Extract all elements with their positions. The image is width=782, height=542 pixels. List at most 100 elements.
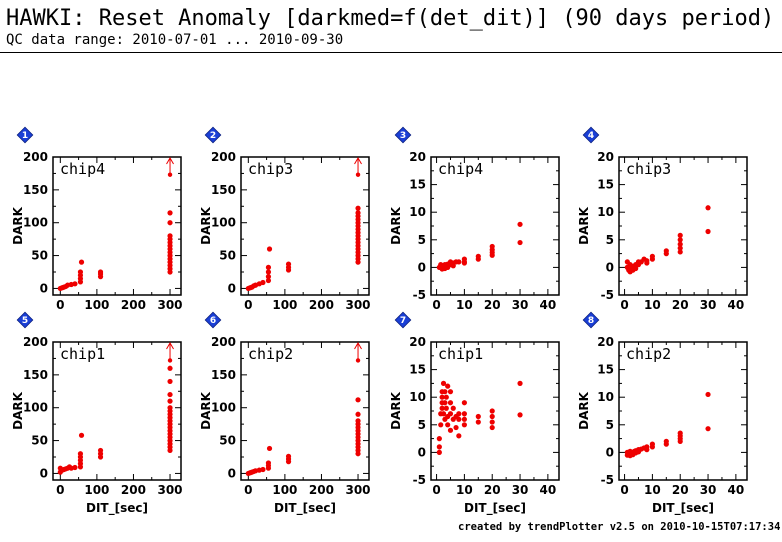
y-tick-label: 10 <box>409 390 426 404</box>
panel-badge-icon <box>204 311 222 329</box>
y-axis-title: DARK <box>199 391 213 429</box>
data-point <box>438 422 444 428</box>
data-point <box>355 397 361 403</box>
y-tick-label: 20 <box>409 335 426 349</box>
data-point <box>265 277 272 284</box>
panel-badge-icon <box>582 311 600 329</box>
panel-chip-label: chip3 <box>248 160 293 178</box>
panel-badge-number: 2 <box>210 131 216 141</box>
data-point <box>355 210 361 216</box>
data-point <box>453 424 459 431</box>
data-point <box>447 389 454 395</box>
y-tick-label: 5 <box>606 233 614 247</box>
y-tick-label: 5 <box>606 418 614 432</box>
x-tick-label: 300 <box>157 483 182 497</box>
y-tick-label: 50 <box>31 249 48 263</box>
data-point <box>440 380 447 386</box>
plot-panel-5: 0 100 200 300 0 50 100 150 200 DARK DIT_[sec] chip1… <box>11 311 183 516</box>
data-point <box>445 383 451 389</box>
panel-badge-number: 5 <box>22 316 28 326</box>
x-tick-label: 0 <box>432 298 440 312</box>
data-point <box>266 445 273 452</box>
data-point <box>489 243 495 250</box>
data-point <box>456 411 462 417</box>
data-point <box>167 210 173 216</box>
data-point <box>72 464 78 471</box>
data-point <box>355 411 361 417</box>
y-tick-label: 50 <box>31 434 48 448</box>
y-tick-label: 5 <box>418 233 426 247</box>
data-point <box>663 248 669 254</box>
y-tick-label: 0 <box>418 260 426 274</box>
x-tick-label: 0 <box>620 483 628 497</box>
data-point <box>167 365 173 371</box>
data-point <box>443 405 449 411</box>
panel-badge-number: 4 <box>588 131 594 141</box>
y-tick-label: 15 <box>597 178 614 192</box>
data-point <box>450 405 456 411</box>
data-point <box>78 432 85 438</box>
plot-frame <box>240 156 370 296</box>
outlier-point <box>167 358 173 363</box>
data-point <box>167 220 173 226</box>
y-axis-title: DARK <box>577 206 591 244</box>
y-tick-label: -5 <box>413 473 426 487</box>
plot-panel-7: 0 10 20 30 40 -5 0 5 10 15 20 DARK DIT_[sec] chip1 7 <box>389 311 560 516</box>
x-tick-label: 100 <box>272 483 297 497</box>
x-tick-label: 40 <box>728 298 745 312</box>
data-point <box>442 389 448 395</box>
data-point <box>260 466 266 473</box>
y-tick-label: 20 <box>597 150 614 164</box>
panel-badge-number: 3 <box>400 131 406 141</box>
data-point <box>677 241 683 247</box>
panel-chip-label: chip1 <box>438 345 483 363</box>
data-point <box>461 422 467 428</box>
x-axis-title: DIT_[sec] <box>86 501 148 516</box>
qc-date-range: QC data range: 2010-07-01 ... 2010-09-30 <box>6 32 344 48</box>
y-tick-label: 0 <box>606 260 614 274</box>
data-point <box>517 239 523 246</box>
data-point <box>489 413 495 420</box>
data-point <box>77 269 84 275</box>
plot-panel-4: 0 10 20 30 40 -5 0 5 10 15 20 DARK chip3 4 <box>577 126 748 312</box>
page-title: HAWKI: Reset Anomaly [darkmed=f(det_dit)… <box>6 6 775 31</box>
panel-badge-icon <box>204 126 222 144</box>
y-tick-label: 0 <box>418 445 426 459</box>
data-point <box>489 419 495 425</box>
x-tick-label: 200 <box>309 483 334 497</box>
y-axis-title: DARK <box>11 206 25 244</box>
y-tick-label: 150 <box>211 368 236 382</box>
y-tick-label: -5 <box>601 473 614 487</box>
y-tick-label: 15 <box>597 363 614 377</box>
data-point <box>677 430 683 436</box>
plot-panel-6: 0 100 200 300 0 50 100 150 200 DARK DIT_[sec] chip2… <box>199 311 371 516</box>
x-tick-label: 40 <box>728 483 745 497</box>
outlier-arrow-head <box>166 342 174 350</box>
data-point <box>266 246 273 252</box>
x-tick-label: 0 <box>432 483 440 497</box>
data-point <box>167 391 173 398</box>
y-tick-label: 5 <box>418 418 426 432</box>
panel-chip-label: chip2 <box>626 345 671 363</box>
y-tick-label: 15 <box>409 178 426 192</box>
data-point <box>677 249 683 255</box>
panel-badge-number: 7 <box>400 316 406 326</box>
data-point <box>489 424 495 431</box>
data-point <box>475 413 481 420</box>
data-point <box>447 400 454 406</box>
data-point <box>265 274 272 280</box>
data-point <box>439 405 445 411</box>
plot-panel-3: 0 10 20 30 40 -5 0 5 10 15 20 DARK chip4 3 <box>389 126 560 312</box>
data-point <box>489 408 495 414</box>
data-point <box>167 398 173 404</box>
x-tick-label: 100 <box>272 298 297 312</box>
panel-chip-label: chip4 <box>60 160 105 178</box>
panel-badge-number: 6 <box>210 316 216 326</box>
y-tick-label: 20 <box>597 335 614 349</box>
y-axis-title: DARK <box>389 206 403 244</box>
outlier-point <box>355 358 361 363</box>
data-point <box>355 418 361 424</box>
y-tick-label: -5 <box>601 288 614 302</box>
y-tick-label: 100 <box>23 216 48 230</box>
